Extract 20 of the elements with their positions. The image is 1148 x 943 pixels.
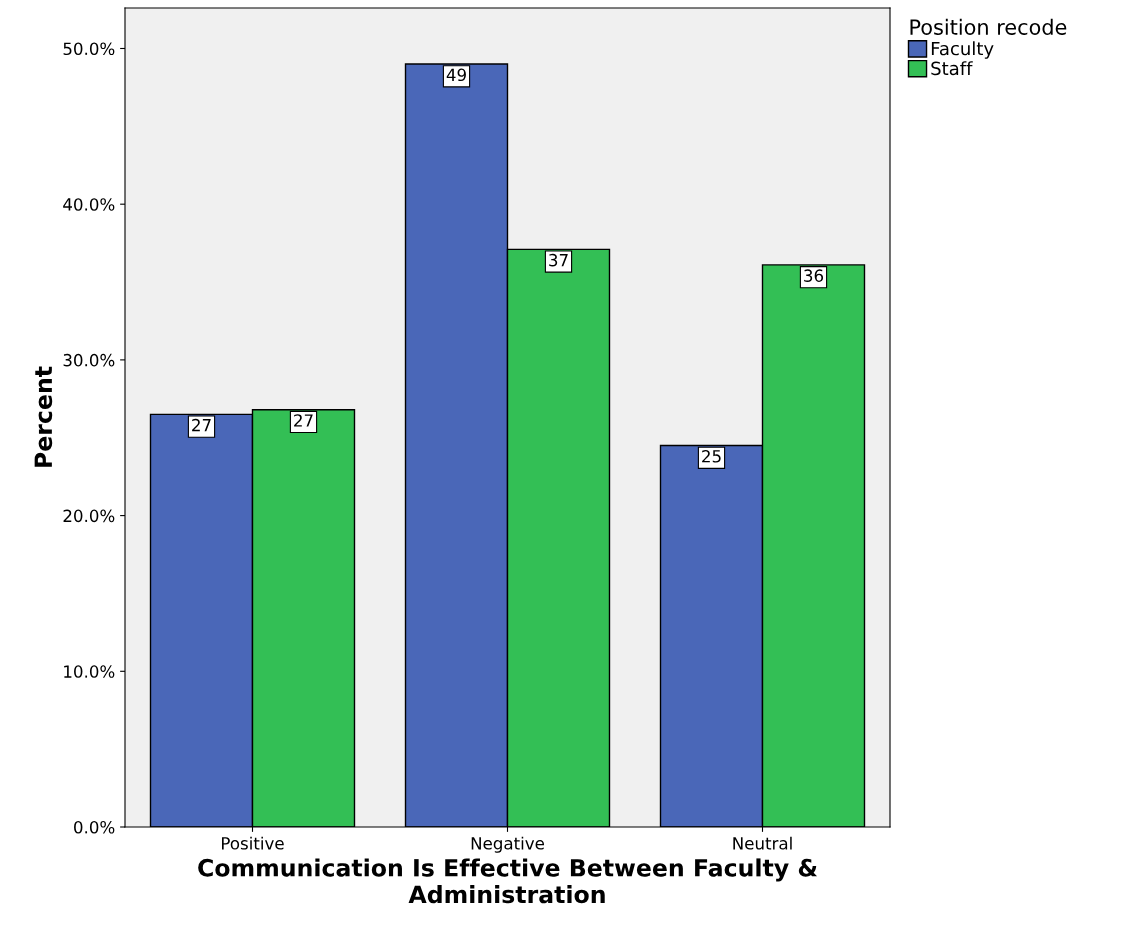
y-tick-label: 30.0%: [63, 353, 115, 367]
data-label: 37: [549, 253, 568, 267]
data-label: 27: [294, 414, 313, 427]
y-tick-label: 0.0%: [74, 820, 115, 834]
y-tick-label: 10.0%: [64, 665, 115, 678]
data-label: 49: [446, 68, 466, 82]
x-tick-label: Positive: [222, 836, 284, 850]
y-tick-label: 20.0%: [63, 509, 115, 523]
data-label: 25: [702, 449, 721, 463]
legend-label: Faculty: [931, 41, 994, 59]
y-axis-title: Percent: [34, 366, 53, 467]
y-tick-label: 50.0%: [63, 42, 115, 56]
data-label: 36: [804, 269, 824, 282]
x-axis-title: Communication Is Effective Between Faculty & Administration: [198, 858, 818, 904]
legend-title: Position recode: [910, 18, 1067, 35]
legend-label: Staff: [931, 61, 973, 76]
y-tick-label: 40.0%: [63, 198, 115, 211]
data-label: 27: [192, 418, 211, 432]
x-tick-label: Neutral: [733, 836, 792, 850]
x-tick-label: Negative: [471, 836, 545, 853]
